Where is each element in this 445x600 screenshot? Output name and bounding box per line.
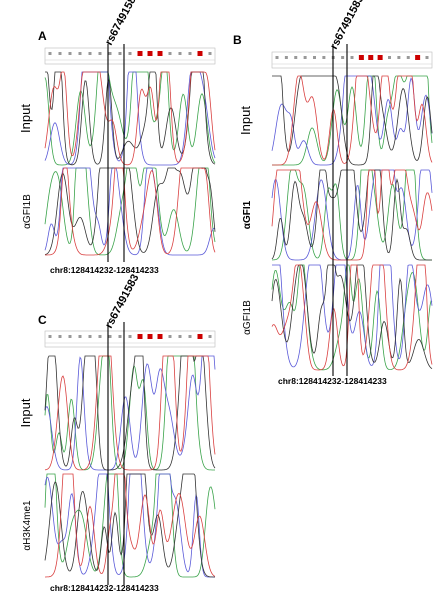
- chromatogram-trace: [44, 71, 216, 166]
- genomic-coordinate: chr8:128414232-128414233: [50, 583, 159, 593]
- base-letter: [178, 335, 182, 338]
- base-highlight: [137, 51, 143, 56]
- base-letter: [406, 56, 410, 59]
- base-letter: [208, 52, 212, 55]
- base-letter: [341, 56, 345, 59]
- base-letter: [168, 335, 172, 338]
- base-letter: [303, 56, 307, 59]
- chromatogram-trace: [44, 167, 216, 255]
- sequence-strip: [44, 47, 216, 65]
- snp-id: rs67491583: [328, 0, 366, 51]
- panel-label: C: [38, 313, 47, 327]
- chromatogram-trace: [44, 355, 216, 471]
- base-highlight: [368, 55, 374, 60]
- chromatogram-trace: [271, 169, 432, 261]
- base-highlight: [377, 55, 383, 60]
- base-highlight: [358, 55, 364, 60]
- chromatogram-trace: [44, 355, 216, 471]
- base-letter: [68, 335, 72, 338]
- chromatogram-trace: [45, 167, 216, 256]
- base-letter: [128, 52, 132, 55]
- track-label: Input: [18, 398, 33, 427]
- base-letter: [397, 56, 401, 59]
- chromatogram-trace: [271, 169, 433, 261]
- chromatogram-trace: [44, 355, 216, 471]
- base-letter: [68, 52, 72, 55]
- chromatogram-trace: [45, 473, 216, 578]
- base-letter: [178, 52, 182, 55]
- base-letter: [58, 52, 62, 55]
- base-letter: [350, 56, 354, 59]
- chromatogram-trace: [272, 75, 433, 166]
- chromatogram-trace: [271, 169, 433, 261]
- base-letter: [188, 52, 192, 55]
- chromatogram-trace: [44, 167, 216, 256]
- base-highlight: [197, 51, 203, 56]
- base-letter: [128, 335, 132, 338]
- chromatogram-trace: [44, 167, 216, 256]
- base-letter: [88, 335, 92, 338]
- base-letter: [425, 56, 429, 59]
- base-letter: [294, 56, 298, 59]
- chromatogram-trace: [271, 264, 433, 370]
- base-highlight: [147, 51, 153, 56]
- base-letter: [98, 335, 102, 338]
- base-letter: [168, 52, 172, 55]
- base-letter: [58, 335, 62, 338]
- base-letter: [48, 52, 52, 55]
- base-letter: [48, 335, 52, 338]
- base-highlight: [415, 55, 421, 60]
- chromatogram-trace: [44, 71, 216, 166]
- base-letter: [78, 52, 82, 55]
- chromatogram-trace: [271, 169, 432, 261]
- snp-id: rs67491583: [103, 272, 141, 330]
- chromatogram-trace: [44, 473, 215, 578]
- sequence-strip: [271, 51, 433, 69]
- genomic-coordinate: chr8:128414232-128414233: [278, 376, 387, 386]
- base-letter: [284, 56, 288, 59]
- base-letter: [388, 56, 391, 59]
- chromatogram-trace: [44, 473, 215, 578]
- track-label: αH3K4me1: [22, 500, 33, 551]
- chromatogram-trace: [44, 355, 215, 471]
- chromatogram-trace: [272, 264, 433, 368]
- chromatogram-trace: [44, 473, 216, 578]
- base-letter: [313, 56, 316, 59]
- chromatogram-trace: [271, 75, 433, 166]
- base-highlight: [157, 334, 163, 339]
- base-letter: [108, 52, 112, 55]
- base-letter: [118, 52, 122, 55]
- genomic-coordinate: chr8:128414232-128414233: [50, 265, 159, 275]
- chromatogram-trace: [271, 264, 433, 371]
- track-label: αGFI1B: [22, 194, 33, 229]
- base-letter: [108, 335, 112, 338]
- chromatogram-trace: [272, 75, 433, 166]
- base-letter: [275, 56, 279, 59]
- chromatogram-trace: [272, 75, 433, 166]
- track-label: αGFI1B: [242, 300, 253, 335]
- track-label: Input: [238, 106, 253, 135]
- base-highlight: [137, 334, 143, 339]
- track-label: Input: [18, 104, 33, 133]
- base-letter: [98, 52, 102, 55]
- base-letter: [188, 335, 192, 338]
- base-letter: [322, 56, 326, 59]
- base-highlight: [147, 334, 153, 339]
- sequence-strip: [44, 330, 216, 348]
- snp-id: rs67491583: [103, 0, 141, 47]
- base-letter: [208, 335, 212, 338]
- panel-label: B: [233, 33, 242, 47]
- base-letter: [88, 52, 92, 55]
- base-letter: [78, 335, 82, 338]
- track-label: αGFI1: [242, 200, 253, 229]
- base-highlight: [157, 51, 163, 56]
- panel-label: A: [38, 29, 47, 43]
- base-highlight: [197, 334, 203, 339]
- base-letter: [118, 335, 122, 338]
